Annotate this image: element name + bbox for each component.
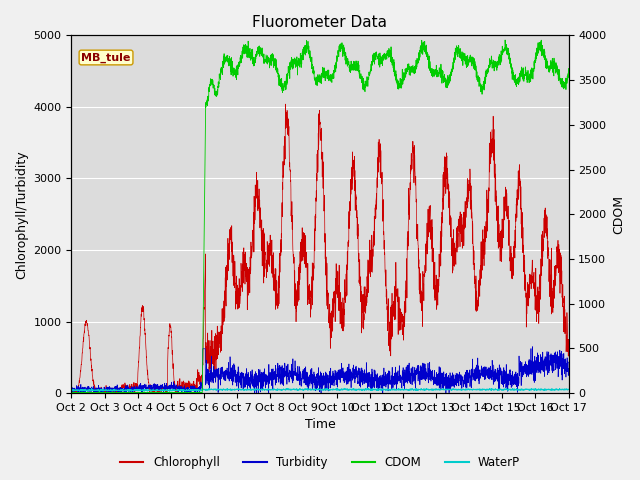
- CDOM: [259, 49, 266, 55]
- Y-axis label: CDOM: CDOM: [612, 195, 625, 234]
- WaterP: [68, 388, 76, 394]
- Turbidity: [502, 379, 509, 385]
- Legend: Chlorophyll, Turbidity, CDOM, WaterP: Chlorophyll, Turbidity, CDOM, WaterP: [115, 452, 525, 474]
- Chlorophyll: [280, 163, 287, 169]
- WaterP: [95, 388, 103, 394]
- Chlorophyll: [259, 263, 266, 269]
- CDOM: [502, 47, 509, 53]
- CDOM: [68, 390, 76, 396]
- Chlorophyll: [68, 390, 76, 396]
- WaterP: [280, 387, 287, 393]
- Turbidity: [280, 365, 287, 371]
- CDOM: [556, 67, 563, 72]
- Text: MB_tule: MB_tule: [81, 52, 131, 63]
- WaterP: [154, 388, 162, 394]
- Turbidity: [529, 344, 536, 349]
- Chlorophyll: [124, 385, 132, 391]
- Turbidity: [154, 382, 162, 387]
- WaterP: [556, 387, 563, 393]
- Line: CDOM: CDOM: [72, 40, 568, 393]
- Chlorophyll: [282, 101, 289, 107]
- Turbidity: [124, 385, 132, 391]
- CDOM: [68, 390, 76, 396]
- Chlorophyll: [556, 246, 563, 252]
- Turbidity: [69, 390, 77, 396]
- CDOM: [154, 390, 162, 396]
- Turbidity: [564, 370, 572, 376]
- Chlorophyll: [502, 184, 509, 190]
- Line: Chlorophyll: Chlorophyll: [72, 104, 568, 393]
- WaterP: [124, 388, 132, 394]
- Y-axis label: Chlorophyll/Turbidity: Chlorophyll/Turbidity: [15, 150, 28, 278]
- WaterP: [284, 385, 292, 391]
- Turbidity: [259, 385, 266, 391]
- CDOM: [564, 71, 572, 77]
- Title: Fluorometer Data: Fluorometer Data: [253, 15, 387, 30]
- CDOM: [501, 37, 509, 43]
- CDOM: [280, 88, 287, 94]
- Line: WaterP: WaterP: [72, 388, 568, 391]
- X-axis label: Time: Time: [305, 419, 335, 432]
- Chlorophyll: [68, 389, 76, 395]
- WaterP: [259, 387, 266, 393]
- WaterP: [564, 386, 572, 392]
- Turbidity: [68, 387, 76, 393]
- Chlorophyll: [154, 386, 162, 392]
- WaterP: [502, 387, 509, 393]
- CDOM: [124, 390, 132, 396]
- Chlorophyll: [564, 342, 572, 348]
- Turbidity: [556, 366, 563, 372]
- Line: Turbidity: Turbidity: [72, 347, 568, 393]
